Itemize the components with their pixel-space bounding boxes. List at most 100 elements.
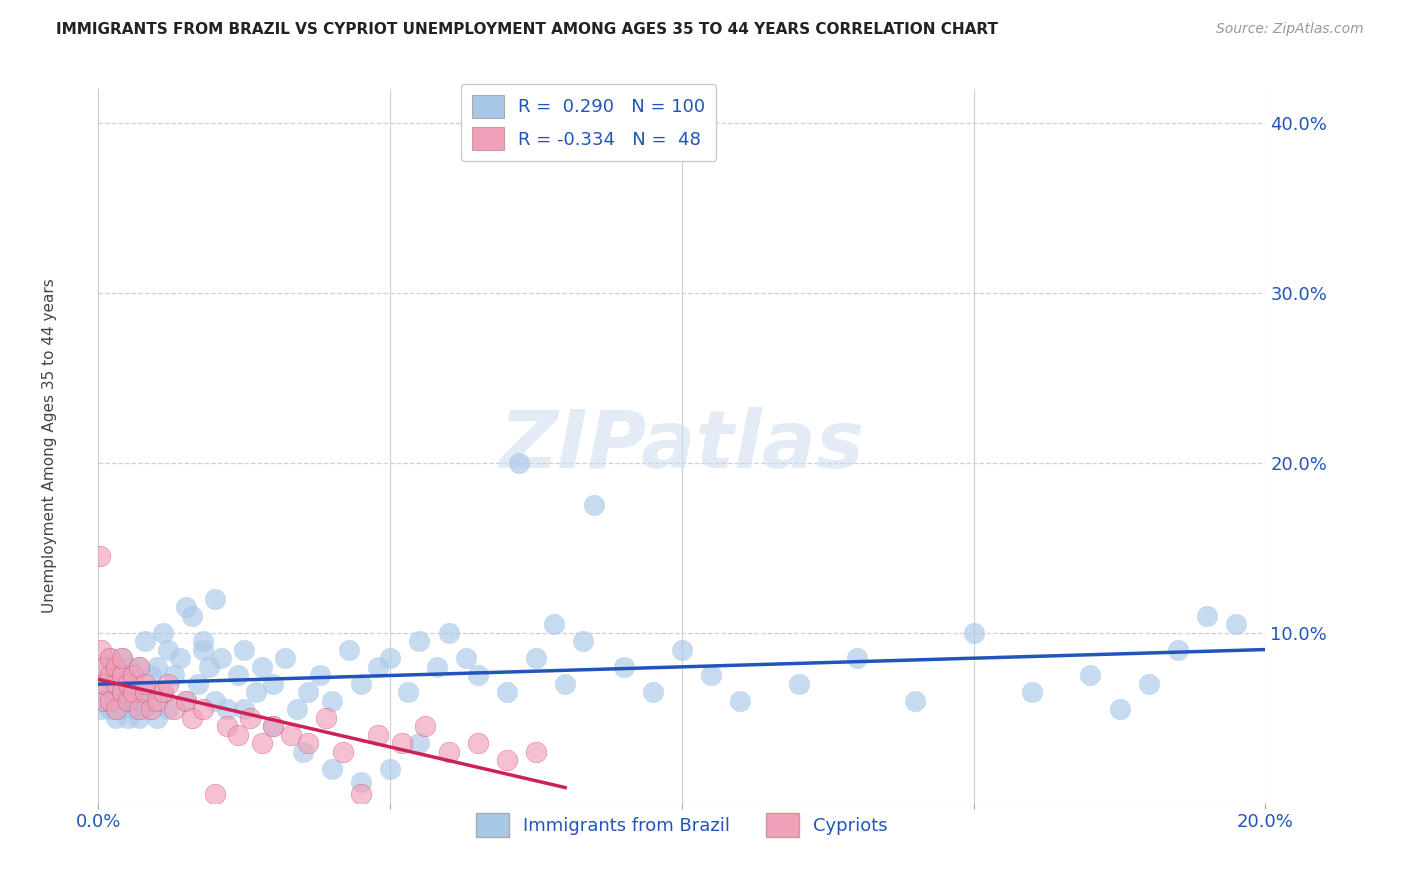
- Point: [128, 702, 150, 716]
- Point: [146, 660, 169, 674]
- Point: [309, 668, 332, 682]
- Point: [128, 694, 150, 708]
- Point: [209, 651, 232, 665]
- Point: [169, 651, 191, 665]
- Point: [496, 685, 519, 699]
- Point: [146, 711, 169, 725]
- Point: [730, 694, 752, 708]
- Point: [104, 660, 127, 674]
- Point: [904, 694, 927, 708]
- Point: [98, 685, 121, 699]
- Point: [163, 702, 186, 716]
- Point: [111, 651, 134, 665]
- Point: [134, 634, 156, 648]
- Point: [104, 711, 127, 725]
- Point: [163, 668, 186, 682]
- Point: [337, 643, 360, 657]
- Point: [139, 668, 162, 682]
- Point: [139, 702, 162, 716]
- Point: [962, 626, 984, 640]
- Point: [134, 702, 156, 716]
- Text: Source: ZipAtlas.com: Source: ZipAtlas.com: [1216, 22, 1364, 37]
- Point: [315, 711, 337, 725]
- Point: [700, 668, 723, 682]
- Point: [350, 677, 373, 691]
- Point: [193, 643, 215, 657]
- Point: [413, 719, 436, 733]
- Point: [846, 651, 869, 665]
- Point: [426, 660, 449, 674]
- Point: [1225, 617, 1247, 632]
- Point: [233, 702, 256, 716]
- Point: [332, 745, 354, 759]
- Point: [193, 634, 215, 648]
- Point: [93, 660, 115, 674]
- Point: [274, 651, 297, 665]
- Point: [583, 499, 606, 513]
- Point: [90, 643, 112, 657]
- Point: [380, 762, 402, 776]
- Point: [152, 626, 174, 640]
- Point: [187, 677, 209, 691]
- Point: [134, 685, 156, 699]
- Point: [111, 702, 134, 716]
- Point: [104, 677, 127, 691]
- Point: [204, 694, 226, 708]
- Point: [408, 634, 430, 648]
- Point: [437, 745, 460, 759]
- Point: [117, 660, 139, 674]
- Point: [157, 702, 180, 716]
- Point: [321, 762, 343, 776]
- Point: [612, 660, 634, 674]
- Point: [157, 643, 180, 657]
- Point: [93, 694, 115, 708]
- Point: [467, 668, 489, 682]
- Point: [128, 660, 150, 674]
- Point: [98, 668, 121, 682]
- Point: [285, 702, 308, 716]
- Point: [496, 753, 519, 767]
- Point: [98, 651, 121, 665]
- Legend: Immigrants from Brazil, Cypriots: Immigrants from Brazil, Cypriots: [468, 806, 896, 844]
- Point: [524, 651, 547, 665]
- Point: [280, 728, 302, 742]
- Point: [174, 600, 197, 615]
- Point: [1137, 677, 1160, 691]
- Point: [134, 685, 156, 699]
- Point: [122, 702, 145, 716]
- Point: [1167, 643, 1189, 657]
- Point: [134, 677, 156, 691]
- Point: [93, 677, 115, 691]
- Point: [122, 685, 145, 699]
- Point: [117, 677, 139, 691]
- Point: [122, 668, 145, 682]
- Point: [233, 643, 256, 657]
- Point: [204, 787, 226, 801]
- Point: [174, 694, 197, 708]
- Point: [98, 702, 121, 716]
- Point: [111, 668, 134, 682]
- Point: [128, 660, 150, 674]
- Point: [245, 685, 267, 699]
- Point: [215, 719, 238, 733]
- Point: [262, 677, 284, 691]
- Point: [193, 702, 215, 716]
- Point: [198, 660, 221, 674]
- Point: [467, 736, 489, 750]
- Point: [787, 677, 810, 691]
- Point: [117, 677, 139, 691]
- Point: [104, 694, 127, 708]
- Point: [508, 456, 530, 470]
- Point: [111, 685, 134, 699]
- Point: [117, 711, 139, 725]
- Point: [180, 711, 202, 725]
- Point: [90, 702, 112, 716]
- Point: [111, 668, 134, 682]
- Point: [1195, 608, 1218, 623]
- Point: [111, 651, 134, 665]
- Point: [93, 694, 115, 708]
- Point: [239, 711, 262, 725]
- Point: [291, 745, 314, 759]
- Point: [250, 736, 273, 750]
- Point: [128, 711, 150, 725]
